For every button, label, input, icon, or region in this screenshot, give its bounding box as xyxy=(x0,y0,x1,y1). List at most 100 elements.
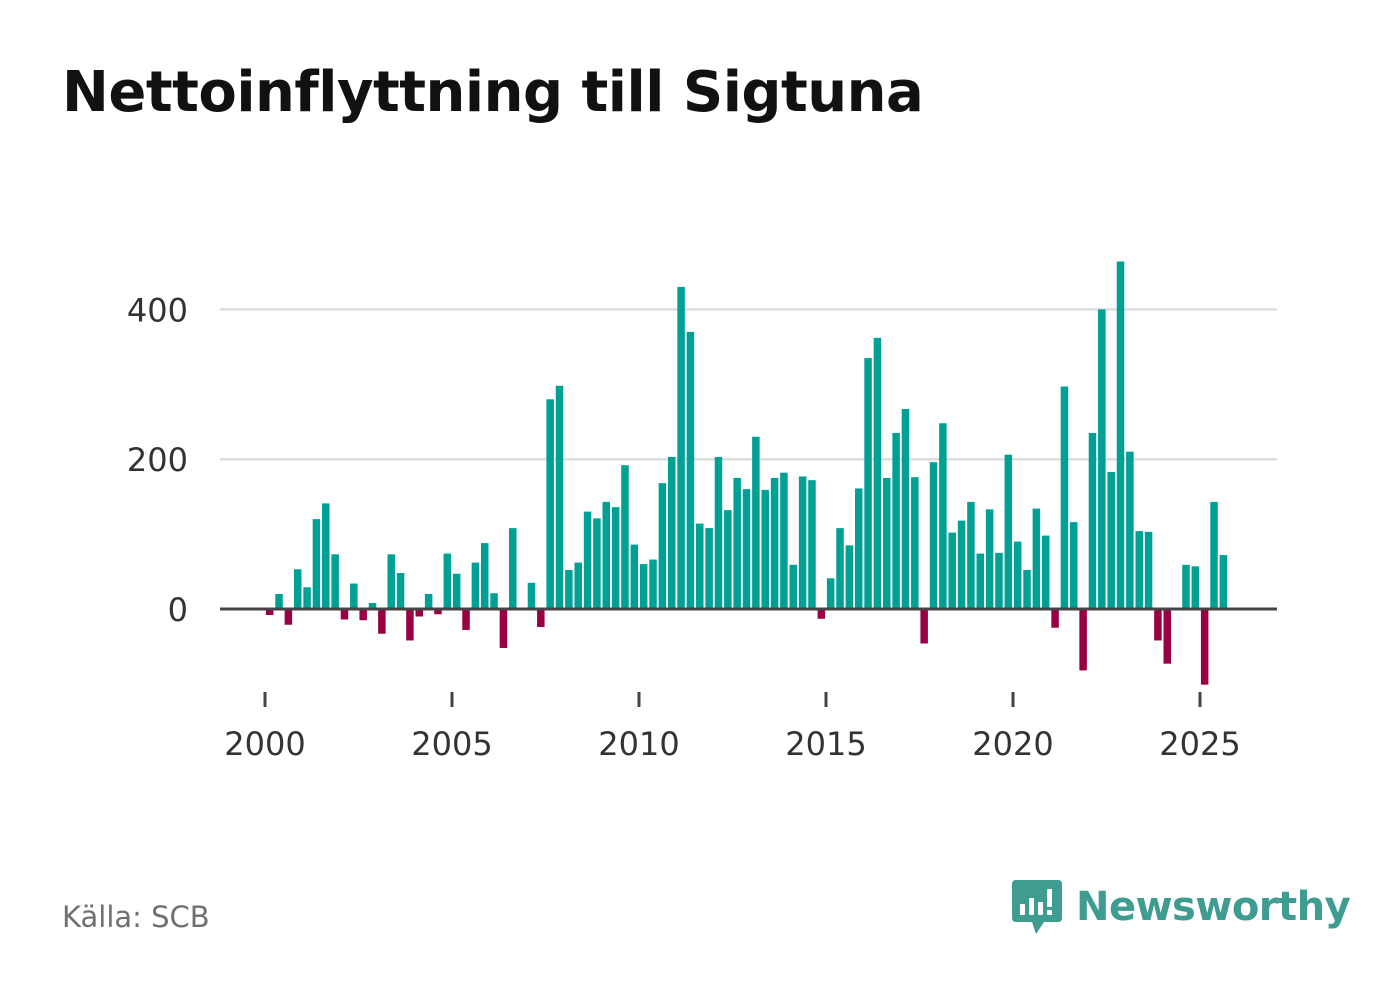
bar-2018-q4 xyxy=(967,501,975,609)
bar-2019-q1 xyxy=(976,553,985,609)
bar-2025-q3 xyxy=(1219,555,1228,609)
bar-2020-q1 xyxy=(1013,541,1022,609)
bar-2021-q3 xyxy=(1070,522,1078,609)
bar-2002-q3 xyxy=(359,609,367,621)
x-tick-label: 2005 xyxy=(411,725,492,763)
bar-2012-q3 xyxy=(733,477,741,609)
page-title: Nettoinflyttning till Sigtuna xyxy=(62,60,924,125)
bar-2006-q1 xyxy=(490,593,498,609)
bar-2019-q4 xyxy=(1004,454,1013,609)
bar-2009-q1 xyxy=(602,501,611,609)
bar-2007-q3 xyxy=(546,399,554,609)
bar-2013-q1 xyxy=(752,436,760,609)
logo-text: Newsworthy xyxy=(1076,884,1351,930)
bar-2001-q4 xyxy=(331,554,339,609)
bar-2017-q3 xyxy=(920,609,928,644)
bar-2011-q2 xyxy=(686,331,695,609)
bar-2001-q2 xyxy=(312,519,321,609)
y-tick-label: 200 xyxy=(127,441,188,479)
bar-2000-q4 xyxy=(293,569,302,609)
bar-2016-q2 xyxy=(873,337,882,609)
x-tick-label: 2020 xyxy=(972,725,1053,763)
bar-2008-q3 xyxy=(583,511,592,609)
bar-2009-q3 xyxy=(621,465,629,609)
bar-2005-q1 xyxy=(452,573,461,609)
bar-2016-q3 xyxy=(883,477,891,609)
bar-2015-q1 xyxy=(826,578,835,609)
bars xyxy=(265,261,1228,685)
bar-2012-q4 xyxy=(742,489,751,609)
bar-2014-q3 xyxy=(808,480,816,609)
bar-2014-q2 xyxy=(798,476,807,609)
bar-2023-q3 xyxy=(1144,531,1153,609)
bar-2024-q4 xyxy=(1191,566,1200,609)
bar-2007-q2 xyxy=(537,609,545,627)
bar-2017-q1 xyxy=(901,409,910,609)
bar-2021-q4 xyxy=(1079,609,1087,671)
bar-2022-q3 xyxy=(1107,471,1115,609)
bar-2003-q4 xyxy=(406,609,414,641)
bar-2025-q1 xyxy=(1200,609,1209,685)
bar-2002-q4 xyxy=(368,603,377,609)
bar-2015-q4 xyxy=(854,488,863,609)
bar-2021-q2 xyxy=(1060,386,1069,609)
bar-2014-q4 xyxy=(817,609,826,619)
bar-2001-q1 xyxy=(303,587,311,609)
bar-2007-q1 xyxy=(527,582,536,609)
bar-2022-q1 xyxy=(1088,432,1097,609)
bar-2025-q2 xyxy=(1210,501,1218,609)
bar-2020-q2 xyxy=(1023,570,1031,609)
bar-2019-q2 xyxy=(985,509,994,609)
bar-2009-q2 xyxy=(611,507,620,609)
axes: 0 200 400 2000 2005 2010 2015 2020 2025 xyxy=(127,291,1277,763)
bar-2000-q1 xyxy=(265,609,274,615)
bar-2016-q1 xyxy=(864,358,872,609)
bar-2018-q2 xyxy=(948,532,956,609)
bar-2015-q3 xyxy=(845,545,854,609)
bar-2018-q1 xyxy=(939,423,947,609)
bar-2013-q3 xyxy=(770,477,779,609)
bar-2018-q3 xyxy=(957,520,966,609)
newsworthy-logo: Newsworthy xyxy=(1010,876,1351,938)
bar-2008-q4 xyxy=(593,518,601,609)
bar-2003-q2 xyxy=(387,554,395,609)
bar-2009-q4 xyxy=(630,544,639,609)
bar-2016-q4 xyxy=(892,432,900,609)
bar-2006-q3 xyxy=(509,528,517,609)
bar-2011-q4 xyxy=(705,528,713,609)
bar-2004-q4 xyxy=(443,553,452,609)
x-tick-label: 2010 xyxy=(598,725,679,763)
source-label: Källa: SCB xyxy=(62,900,210,934)
x-tick-label: 2015 xyxy=(785,725,866,763)
bar-2012-q2 xyxy=(724,510,732,609)
bar-2002-q2 xyxy=(350,583,358,609)
bar-2015-q2 xyxy=(836,528,844,609)
bar-2012-q1 xyxy=(714,456,723,609)
bar-2005-q3 xyxy=(471,562,480,609)
bar-2003-q3 xyxy=(396,573,405,609)
bar-2008-q2 xyxy=(574,562,582,609)
x-tick-label: 2025 xyxy=(1159,725,1240,763)
bar-2023-q4 xyxy=(1154,609,1162,641)
bar-chart: 0 200 400 2000 2005 2010 2015 2020 2025 xyxy=(127,261,1277,763)
bar-2021-q1 xyxy=(1051,609,1059,628)
x-tick-label: 2000 xyxy=(224,725,305,763)
bar-2011-q3 xyxy=(696,523,704,609)
bar-2010-q3 xyxy=(658,483,667,609)
bar-2017-q4 xyxy=(929,462,938,609)
bar-2013-q4 xyxy=(780,472,788,609)
bar-2005-q4 xyxy=(480,543,489,609)
bar-2004-q2 xyxy=(424,594,433,609)
bar-2002-q1 xyxy=(340,609,349,620)
newsworthy-logo-icon xyxy=(1012,880,1062,934)
bar-2001-q3 xyxy=(322,503,330,609)
y-tick-label: 400 xyxy=(127,291,188,329)
bar-2014-q1 xyxy=(789,564,798,609)
bar-2023-q2 xyxy=(1135,531,1143,609)
bar-2023-q1 xyxy=(1126,451,1134,609)
bar-2006-q2 xyxy=(499,609,508,648)
bar-2010-q2 xyxy=(649,559,657,609)
bar-2010-q4 xyxy=(667,456,676,609)
bar-2013-q2 xyxy=(761,489,769,609)
bar-2008-q1 xyxy=(565,570,573,609)
